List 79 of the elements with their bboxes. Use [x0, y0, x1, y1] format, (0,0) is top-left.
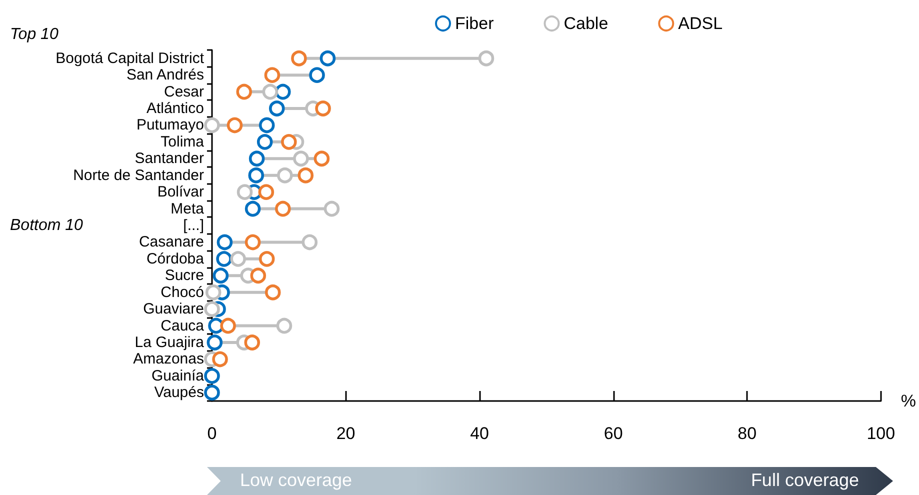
y-tick-label: Cesar — [164, 83, 204, 100]
x-tick-label: 80 — [738, 424, 757, 443]
x-tick-label: 40 — [470, 424, 490, 443]
point — [236, 84, 252, 100]
y-tick-label: Córdoba — [146, 250, 205, 268]
y-tick-label: La Guajira — [134, 334, 205, 351]
point — [216, 251, 232, 267]
y-tick-label: Guaviare — [143, 300, 204, 318]
point — [264, 284, 281, 300]
point — [248, 167, 264, 184]
point — [281, 134, 297, 150]
y-tick-label: Cauca — [160, 317, 205, 334]
point — [258, 117, 275, 134]
point — [204, 384, 220, 401]
point — [275, 200, 291, 217]
y-tick-label: Atlántico — [146, 100, 204, 117]
point — [216, 234, 233, 250]
point — [236, 184, 253, 200]
x-tick-label: 20 — [336, 424, 356, 443]
legend-label: ADSL — [678, 14, 723, 33]
point — [204, 368, 220, 384]
y-tick-label: Meta — [170, 200, 205, 218]
y-tick-label: Vaupés — [154, 384, 204, 402]
point — [212, 351, 228, 368]
y-tick-label: Sucre — [164, 267, 204, 284]
y-tick-label: San Andrés — [126, 66, 204, 84]
point — [478, 50, 494, 66]
y-tick-label: Amazonas — [133, 350, 204, 368]
point — [275, 84, 291, 100]
point — [244, 200, 261, 217]
point — [262, 84, 278, 100]
point — [205, 284, 222, 300]
point — [314, 150, 330, 167]
point — [250, 268, 266, 284]
y-tick-label: Putumayo — [136, 116, 204, 134]
text: Bottom 10 — [10, 217, 84, 234]
point — [298, 167, 314, 184]
point — [204, 301, 220, 317]
point — [212, 268, 229, 284]
point — [309, 67, 325, 83]
text: Top 10 — [10, 26, 58, 43]
legend-label: Cable — [564, 14, 608, 33]
y-tick-label: Norte de Santander — [73, 166, 204, 184]
point — [220, 318, 236, 334]
y-tick-label: Santander — [134, 150, 204, 168]
point — [277, 167, 293, 184]
point — [258, 251, 275, 267]
text: Full coverage — [750, 470, 859, 491]
text: Low coverage — [240, 470, 352, 491]
point — [264, 67, 280, 83]
y-tick-label: Bogotá Capital District — [56, 50, 205, 67]
point — [320, 50, 336, 66]
point — [244, 234, 261, 250]
y-tick-label: Bolívar — [157, 184, 204, 201]
y-tick-label: Tolima — [160, 133, 205, 150]
y-tick-label: Casanare — [138, 234, 204, 251]
point — [324, 200, 340, 217]
x-tick-label: 100 — [866, 424, 896, 443]
point — [302, 234, 318, 250]
y-tick-label: [...] — [183, 217, 204, 234]
point — [256, 134, 273, 150]
point — [276, 318, 292, 334]
point — [291, 50, 307, 66]
point — [248, 150, 265, 167]
y-tick-label: Guainía — [151, 367, 205, 384]
x-axis-title: % — [900, 392, 916, 410]
point — [206, 334, 223, 350]
point — [258, 184, 274, 200]
legend-label: Fiber — [455, 14, 494, 33]
x-tick-label: 60 — [604, 424, 623, 443]
x-tick-label: 0 — [207, 424, 217, 443]
y-tick-label: Chocó — [160, 284, 204, 301]
point — [268, 100, 285, 116]
point — [315, 100, 331, 116]
point — [226, 117, 243, 134]
point — [244, 334, 260, 350]
point — [293, 150, 309, 167]
point — [230, 251, 246, 267]
point — [204, 117, 220, 134]
